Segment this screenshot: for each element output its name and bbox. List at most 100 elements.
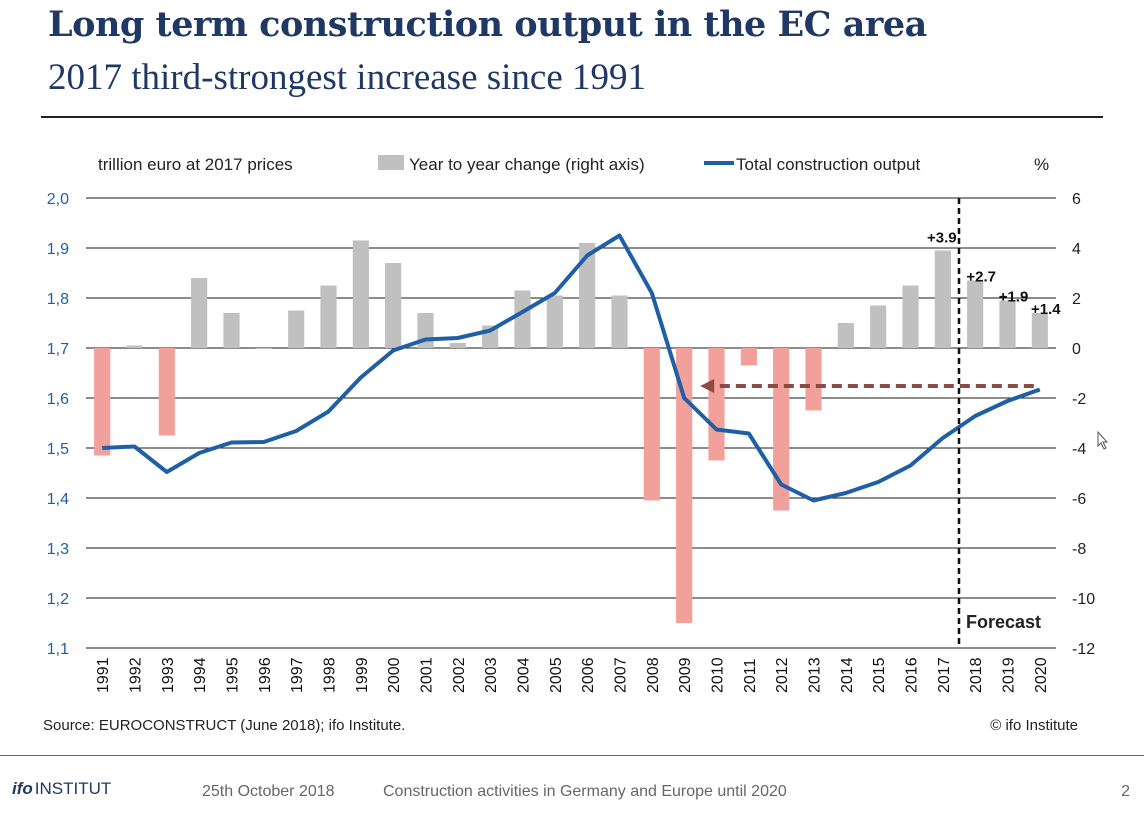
x-tick-label: 2014 <box>839 657 856 693</box>
right-tick-label: 4 <box>1072 241 1081 258</box>
bar <box>708 348 725 461</box>
x-tick-label: 2004 <box>516 657 533 693</box>
x-tick-label: 2012 <box>774 657 791 693</box>
bar <box>870 305 887 348</box>
legend: trillion euro at 2017 prices Year to yea… <box>98 155 1049 174</box>
left-tick-label: 1,3 <box>47 541 69 558</box>
bar-value-label: +2.7 <box>966 269 996 286</box>
x-tick-label: 1996 <box>257 657 274 693</box>
right-tick-label: 2 <box>1072 291 1081 308</box>
x-tick-label: 1998 <box>322 657 339 693</box>
x-tick-label: 2015 <box>871 657 888 693</box>
right-tick-label: 0 <box>1072 341 1081 358</box>
right-tick-label: 6 <box>1072 191 1081 208</box>
x-tick-label: 2009 <box>677 657 694 693</box>
left-tick-label: 1,9 <box>47 241 69 258</box>
bar <box>934 250 951 348</box>
footer-topic: Construction activities in Germany and E… <box>383 783 787 800</box>
x-tick-label: 2006 <box>580 657 597 693</box>
left-tick-label: 1,2 <box>47 591 69 608</box>
cursor-icon <box>1097 430 1109 450</box>
bar <box>579 243 596 348</box>
x-tick-label: 2003 <box>483 657 500 693</box>
legend-bar-swatch <box>378 155 404 170</box>
x-tick-label: 1993 <box>160 657 177 693</box>
bar <box>805 348 822 411</box>
bars-series <box>94 240 1048 623</box>
bar <box>223 313 240 348</box>
left-tick-label: 1,7 <box>47 341 69 358</box>
copyright-note: © ifo Institute <box>990 717 1078 734</box>
legend-bar-label: Year to year change (right axis) <box>409 155 645 174</box>
right-tick-label: -4 <box>1072 441 1086 458</box>
left-tick-label: 1,5 <box>47 441 69 458</box>
bar <box>740 348 757 366</box>
x-tick-label: 2010 <box>710 657 727 693</box>
forecast-label: Forecast <box>966 612 1041 632</box>
x-tick-label: 1999 <box>354 657 371 693</box>
bar <box>94 348 111 456</box>
bar <box>643 348 660 501</box>
bar <box>837 323 854 348</box>
bar <box>255 348 272 349</box>
left-tick-label: 1,8 <box>47 291 69 308</box>
left-tick-label: 1,6 <box>47 391 69 408</box>
x-tick-label: 2016 <box>904 657 921 693</box>
bar <box>999 300 1016 348</box>
left-tick-label: 1,1 <box>47 641 69 658</box>
left-tick-label: 1,4 <box>47 491 69 508</box>
bar <box>288 310 305 348</box>
left-tick-label: 2,0 <box>47 191 69 208</box>
grid-lines <box>86 197 1056 649</box>
x-tick-label: 2018 <box>968 657 985 693</box>
x-tick-label: 2013 <box>807 657 824 693</box>
page-number: 2 <box>1121 783 1130 800</box>
x-tick-label: 2002 <box>451 657 468 693</box>
bar <box>902 285 919 348</box>
x-tick-label: 1992 <box>128 657 145 693</box>
arrow-head-icon <box>700 379 715 393</box>
bar <box>967 280 984 348</box>
bar <box>611 295 628 348</box>
x-tick-label: 1994 <box>192 657 209 693</box>
bar <box>546 295 563 348</box>
page-subtitle: 2017 third-strongest increase since 1991 <box>48 57 647 98</box>
x-tick-label: 2011 <box>742 658 759 693</box>
bar <box>191 278 208 348</box>
x-tick-label: 2000 <box>386 657 403 693</box>
source-note: Source: EUROCONSTRUCT (June 2018); ifo I… <box>43 717 405 734</box>
bar <box>676 348 693 623</box>
ifo-logo-mark: ifo <box>12 779 33 798</box>
x-tick-label: 2001 <box>419 657 436 693</box>
bar <box>1031 313 1048 348</box>
x-tick-label: 2017 <box>936 657 953 693</box>
right-axis-label: % <box>1034 155 1049 174</box>
axes: 2,0 6 1,9 4 1,8 2 1,7 0 1,6 -2 1,5 -4 1,4 -6 1,3 -8 1,2 -… <box>47 191 1095 693</box>
footer-divider <box>0 755 1144 756</box>
x-tick-label: 1997 <box>289 657 306 693</box>
bar <box>449 343 466 348</box>
right-tick-label: -2 <box>1072 391 1086 408</box>
bar-value-label: +3.9 <box>927 230 957 247</box>
x-tick-label: 1991 <box>95 657 112 693</box>
ifo-logo-text: INSTITUT <box>34 779 112 798</box>
bar <box>320 285 337 348</box>
footer-date: 25th October 2018 <box>202 783 335 800</box>
page-title: Long term construction output in the EC … <box>48 4 927 45</box>
right-tick-label: -12 <box>1072 641 1095 658</box>
bar <box>773 348 790 511</box>
bar <box>126 345 143 348</box>
bar-value-label: +1.9 <box>999 289 1029 306</box>
line-series <box>102 233 1041 503</box>
right-tick-label: -10 <box>1072 591 1095 608</box>
right-tick-label: -6 <box>1072 491 1086 508</box>
x-tick-label: 2020 <box>1033 657 1050 693</box>
x-tick-label: 2005 <box>548 657 565 693</box>
x-tick-label: 2007 <box>613 657 630 693</box>
title-divider <box>41 116 1103 118</box>
bar-value-label: +1.4 <box>1031 301 1061 318</box>
bar <box>514 290 531 348</box>
bar <box>385 263 402 348</box>
legend-line-label: Total construction output <box>736 155 921 174</box>
ifo-logo: ifo INSTITUT <box>12 779 111 799</box>
